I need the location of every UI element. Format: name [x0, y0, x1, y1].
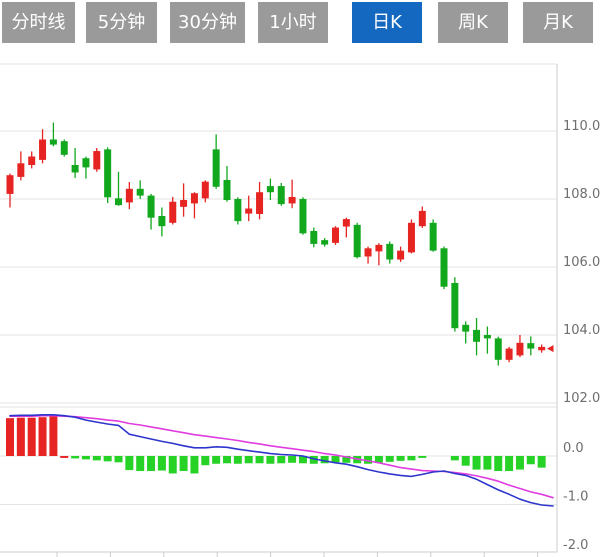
timeframe-tabbar: 分时线 5分钟 30分钟 1小时 日K 周K 月K: [2, 2, 593, 43]
chart-borders: [0, 63, 558, 553]
x-axis-ticks: [56, 552, 539, 557]
price-axis-labels: 110.0 108.0 106.0 104.0 102.0: [563, 119, 600, 406]
svg-text:108.0: 108.0: [563, 187, 600, 202]
dea-line: [9, 414, 554, 499]
macd-axis-labels: 0.0 -1.0 -2.0: [563, 441, 588, 553]
tab-5min[interactable]: 5分钟: [86, 2, 157, 43]
tab-daily-k[interactable]: 日K: [352, 2, 422, 43]
last-price-marker: [547, 345, 554, 353]
svg-text:110.0: 110.0: [563, 119, 600, 134]
tab-weekly-k[interactable]: 周K: [438, 2, 508, 43]
dif-line: [9, 413, 554, 507]
svg-text:104.0: 104.0: [563, 323, 600, 338]
tab-1hour[interactable]: 1小时: [258, 2, 328, 43]
svg-text:0.0: 0.0: [563, 441, 584, 456]
macd-histogram: [6, 416, 546, 474]
tab-30min[interactable]: 30分钟: [170, 2, 245, 43]
svg-text:-2.0: -2.0: [563, 538, 588, 553]
svg-text:102.0: 102.0: [563, 391, 600, 406]
tab-time-line[interactable]: 分时线: [2, 2, 75, 43]
candles: [6, 122, 546, 366]
svg-text:-1.0: -1.0: [563, 490, 588, 505]
tab-monthly-k[interactable]: 月K: [523, 2, 593, 43]
svg-text:106.0: 106.0: [563, 255, 600, 270]
